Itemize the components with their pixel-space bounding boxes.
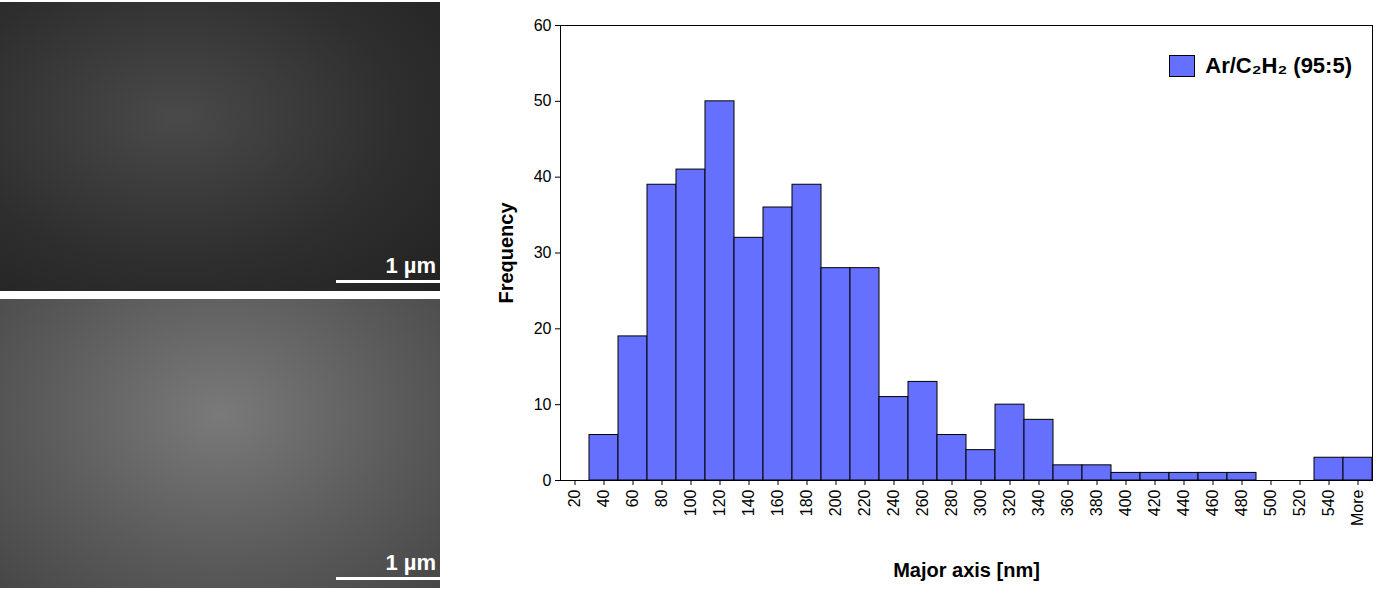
svg-text:180: 180 bbox=[798, 489, 815, 516]
svg-text:0: 0 bbox=[543, 472, 552, 489]
svg-text:100: 100 bbox=[682, 489, 699, 516]
svg-text:440: 440 bbox=[1175, 489, 1192, 516]
svg-text:60: 60 bbox=[534, 17, 552, 34]
svg-text:520: 520 bbox=[1291, 489, 1308, 516]
svg-text:420: 420 bbox=[1146, 489, 1163, 516]
svg-text:480: 480 bbox=[1233, 489, 1250, 516]
svg-text:340: 340 bbox=[1030, 489, 1047, 516]
svg-text:40: 40 bbox=[534, 168, 552, 185]
svg-text:50: 50 bbox=[534, 92, 552, 109]
svg-text:10: 10 bbox=[534, 396, 552, 413]
html-text:Ar/C₂H₂ (95:5): Ar/C₂H₂ (95:5) bbox=[1205, 53, 1352, 78]
svg-text:460: 460 bbox=[1204, 489, 1221, 516]
svg-text:120: 120 bbox=[711, 489, 728, 516]
svg-text:More: More bbox=[1349, 489, 1366, 526]
svg-text:30: 30 bbox=[534, 244, 552, 261]
svg-text:60: 60 bbox=[624, 489, 641, 507]
svg-text:220: 220 bbox=[856, 489, 873, 516]
svg-text:40: 40 bbox=[595, 489, 612, 507]
svg-text:300: 300 bbox=[972, 489, 989, 516]
svg-text:240: 240 bbox=[885, 489, 902, 516]
html-text:1 µm: 1 µm bbox=[385, 253, 436, 278]
svg-text:500: 500 bbox=[1262, 489, 1279, 516]
svg-text:20: 20 bbox=[534, 320, 552, 337]
svg-text:540: 540 bbox=[1320, 489, 1337, 516]
svg-text:380: 380 bbox=[1088, 489, 1105, 516]
svg-text:280: 280 bbox=[943, 489, 960, 516]
svg-text:200: 200 bbox=[827, 489, 844, 516]
svg-text:400: 400 bbox=[1117, 489, 1134, 516]
svg-text:260: 260 bbox=[914, 489, 931, 516]
svg-text:140: 140 bbox=[740, 489, 757, 516]
svg-text:320: 320 bbox=[1001, 489, 1018, 516]
svg-text:20: 20 bbox=[566, 489, 583, 507]
svg-text:360: 360 bbox=[1059, 489, 1076, 516]
html-text:1 µm: 1 µm bbox=[385, 550, 436, 575]
svg-text:80: 80 bbox=[653, 489, 670, 507]
svg-text:160: 160 bbox=[769, 489, 786, 516]
svg-text:Frequency: Frequency bbox=[495, 202, 517, 304]
svg-text:Major axis [nm]: Major axis [nm] bbox=[893, 559, 1040, 581]
